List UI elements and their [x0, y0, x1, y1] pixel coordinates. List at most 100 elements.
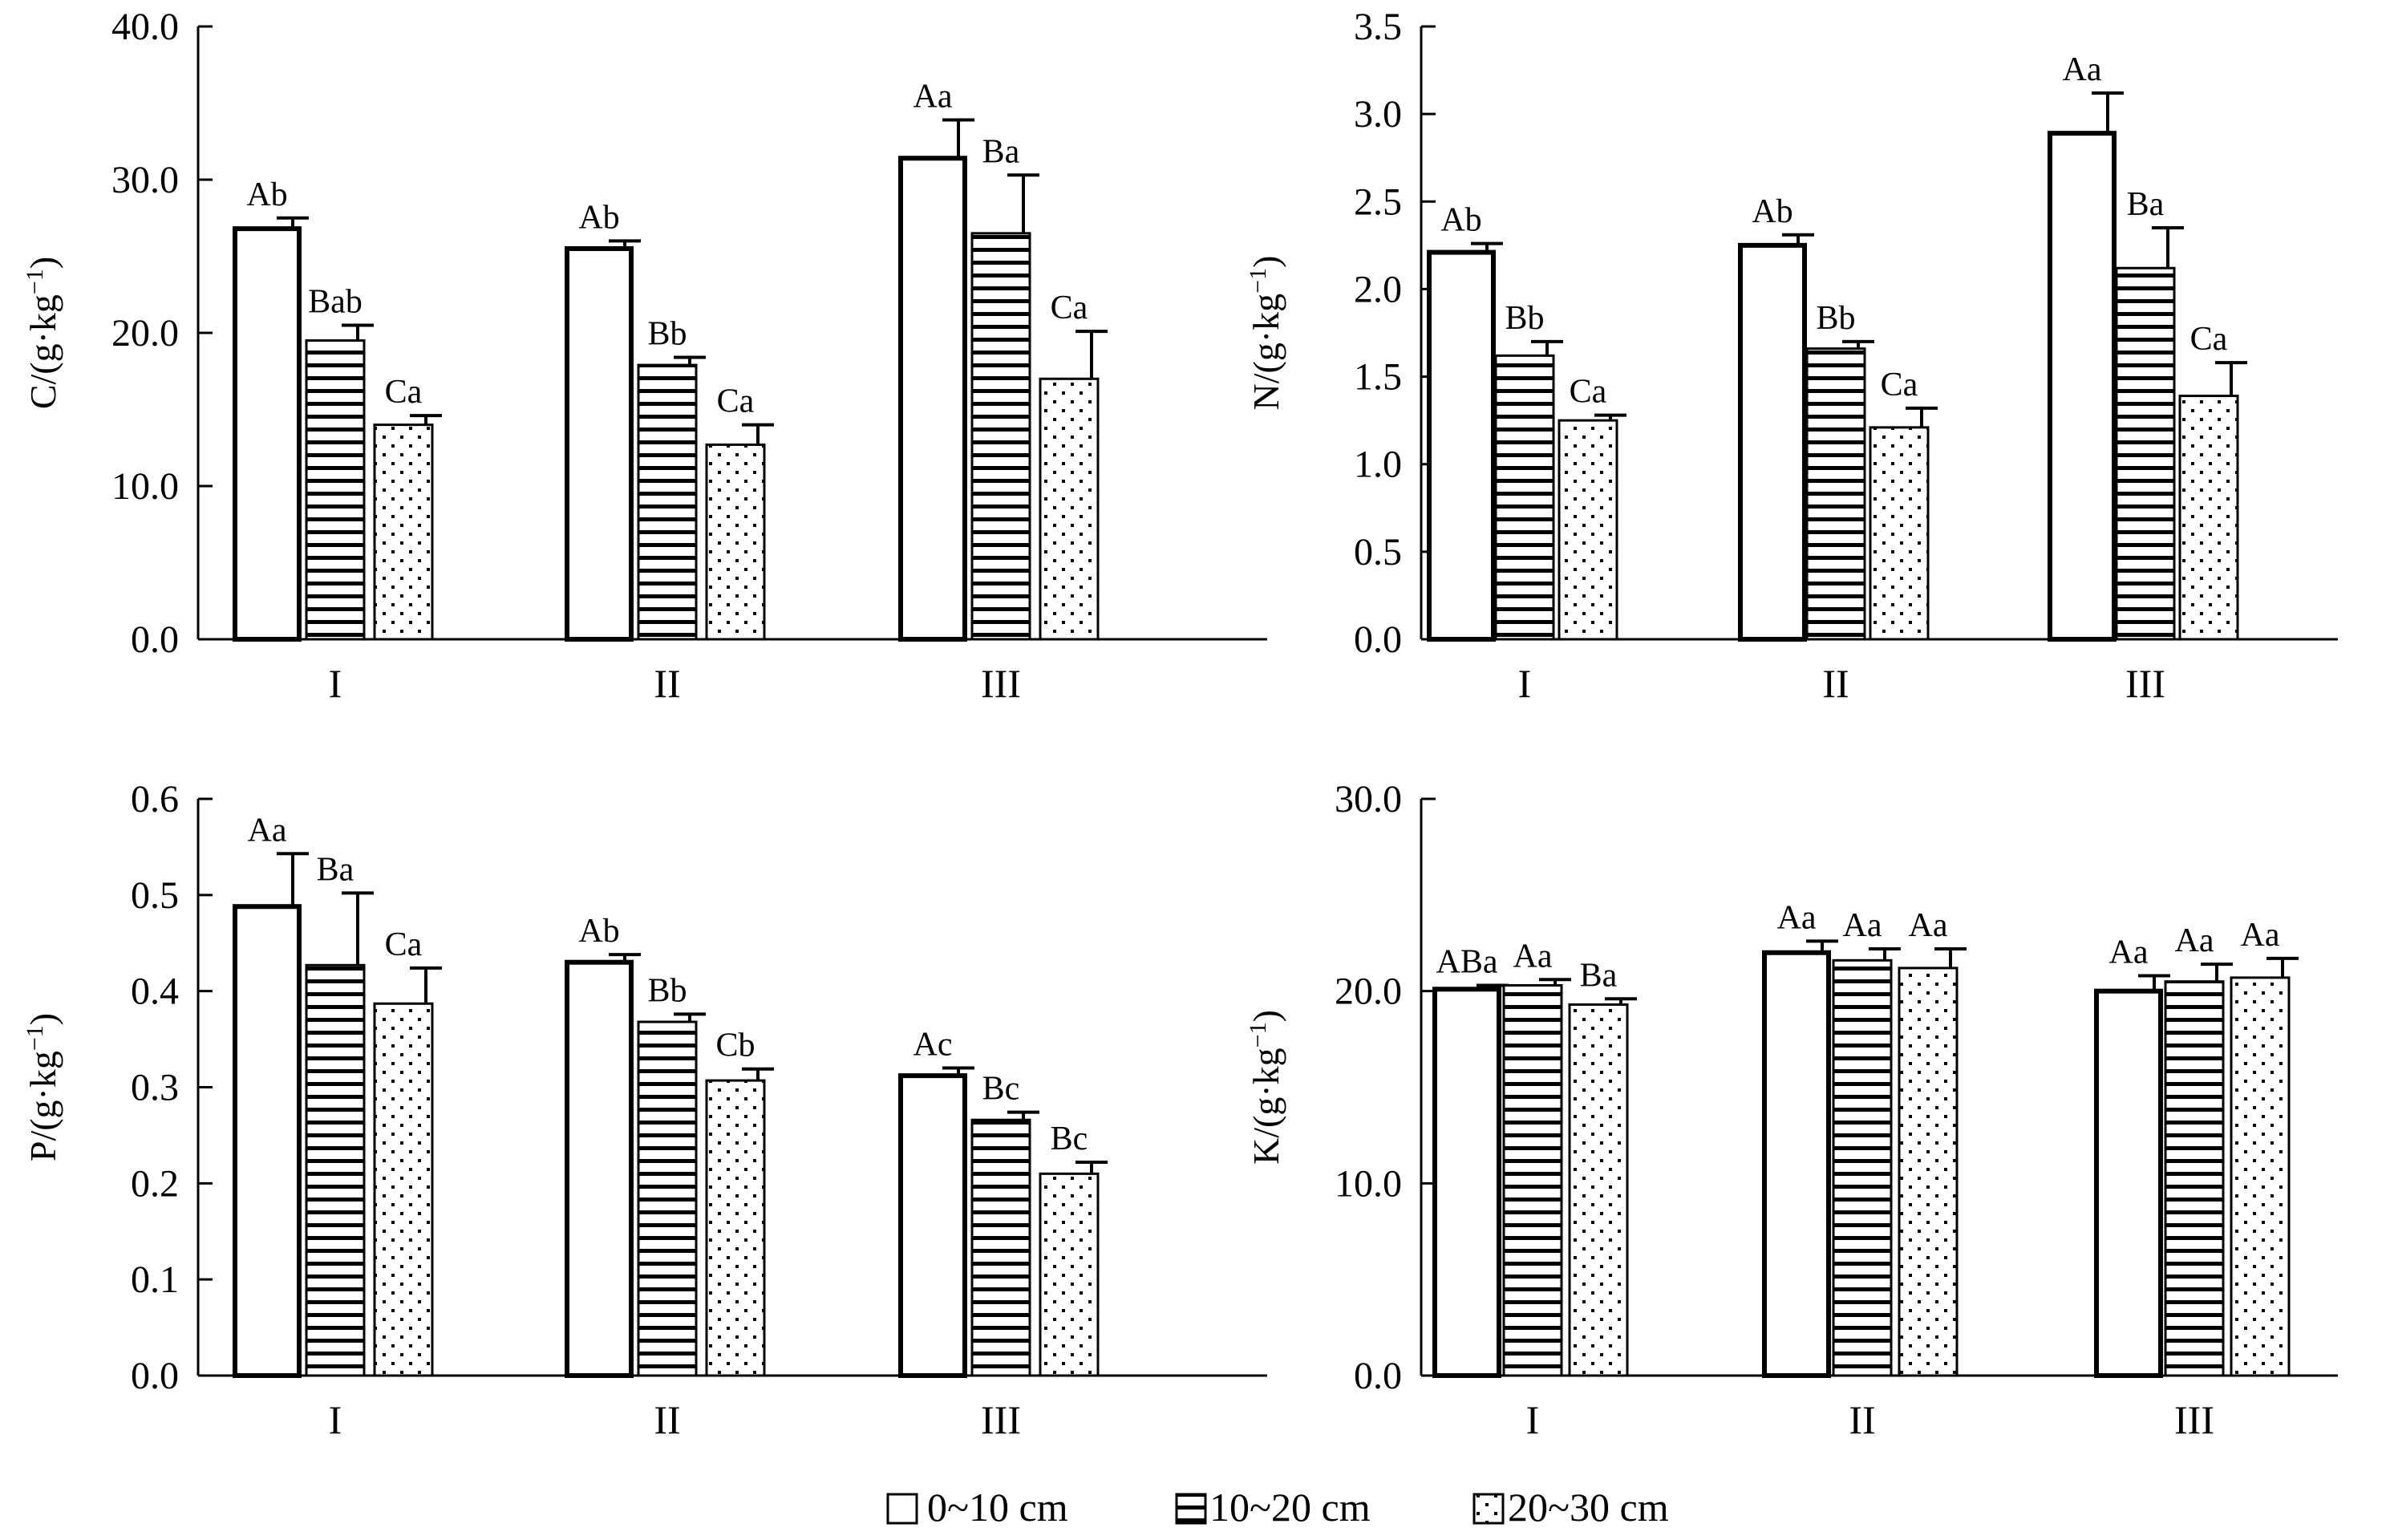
bar-10-20cm [1805, 347, 1866, 641]
bar-20-30cm [1039, 1172, 1100, 1377]
bar-10-20cm [2164, 980, 2225, 1377]
x-category-label: III [2174, 1397, 2214, 1442]
x-category-label: I [329, 1397, 342, 1442]
bar-10-20cm [1502, 983, 1563, 1377]
bar-significance-label: Aa [2175, 922, 2214, 959]
bar-significance-label: Bc [1051, 1121, 1088, 1157]
bar-significance-label: Bb [1816, 300, 1855, 337]
y-tick-label: 30.0 [111, 159, 179, 201]
chart-panel-potassium: 0.0 10.0 20.0 30.0 K/(g·kg−1) I ABa Aa Ba II Aa Aa A… [1245, 778, 2338, 1442]
bar-10-20cm [1832, 958, 1893, 1377]
x-category-label: II [654, 1397, 680, 1442]
y-tick-label: 0.5 [131, 874, 179, 917]
y-tick-label: 3.5 [1354, 6, 1402, 48]
legend-swatch-0-10cm [886, 1493, 918, 1525]
bar-significance-label: Ab [578, 913, 619, 950]
bar-0-10cm [2048, 131, 2117, 642]
x-category-label: I [1526, 1397, 1540, 1442]
bar-20-30cm [1568, 1003, 1629, 1377]
y-tick-label: 0.1 [131, 1258, 179, 1301]
bar-20-30cm [373, 424, 434, 641]
bar-20-30cm [705, 1079, 766, 1377]
bar-10-20cm [305, 339, 366, 641]
bar-0-10cm [565, 959, 634, 1378]
bar-0-10cm [1762, 950, 1831, 1378]
bar-significance-label: Ba [1580, 957, 1618, 994]
bar-0-10cm [233, 904, 302, 1379]
bar-10-20cm [1494, 354, 1555, 641]
bar-20-30cm [705, 443, 766, 641]
bar-significance-label: Ba [2127, 186, 2165, 223]
bar-significance-label: Bb [1505, 300, 1544, 337]
bar-significance-label: Ac [913, 1027, 953, 1064]
bar-significance-label: Aa [1513, 938, 1553, 975]
bar-significance-label: Aa [913, 79, 953, 116]
chart-panel-nitrogen: 0.0 0.5 1.0 1.5 2.0 2.5 3.0 3.5 N/(g·kg−1) I Ab Bb C… [1245, 6, 2338, 706]
bar-significance-label: Aa [2063, 51, 2102, 88]
bar-significance-label: Bc [982, 1071, 1020, 1108]
y-tick-label: 0.2 [131, 1162, 179, 1205]
legend-swatch-10-20cm [1175, 1493, 1207, 1525]
y-tick-label: 30.0 [1335, 778, 1402, 821]
bar-10-20cm [2115, 266, 2176, 641]
chart-panel-phosphorus: 0.0 0.1 0.2 0.3 0.4 0.5 0.6 P/(g·kg−1) I Aa Ba Ca II… [22, 778, 1267, 1442]
bar-10-20cm [637, 1020, 698, 1377]
x-category-label: I [329, 661, 342, 706]
y-tick-label: 0.3 [131, 1067, 179, 1109]
y-axis-title: P/(g·kg−1) [22, 1013, 64, 1161]
x-category-label: III [981, 661, 1021, 706]
y-tick-label: 10.0 [111, 465, 179, 508]
y-tick-label: 0.0 [131, 1355, 179, 1397]
bar-significance-label: Ca [1881, 367, 1918, 403]
bar-significance-label: Aa [2109, 934, 2149, 971]
y-tick-label: 10.0 [1335, 1162, 1402, 1205]
bar-0-10cm [2094, 988, 2163, 1378]
bar-20-30cm [1039, 377, 1100, 641]
bar-10-20cm [637, 363, 698, 641]
y-tick-label: 1.0 [1354, 444, 1402, 486]
y-tick-label: 0.6 [131, 778, 179, 821]
x-category-label: III [2125, 661, 2165, 706]
y-tick-label: 0.0 [1354, 618, 1402, 661]
bar-significance-label: Aa [1777, 899, 1817, 936]
bar-significance-label: Ba [317, 851, 354, 888]
bar-significance-label: Ab [1440, 202, 1481, 239]
x-category-label: II [1822, 661, 1849, 706]
bar-0-10cm [898, 1073, 967, 1378]
y-axis-title: K/(g·kg−1) [1245, 1010, 1287, 1165]
y-tick-label: 20.0 [1335, 971, 1402, 1013]
y-axis-title: C/(g·kg−1) [22, 257, 64, 409]
y-tick-label: 2.0 [1354, 268, 1402, 310]
bar-significance-label: Aa [1909, 907, 1948, 944]
bar-significance-label: Ab [578, 199, 619, 236]
legend-label-20-30cm: 20~30 cm [1508, 1485, 1669, 1530]
bar-20-30cm [2178, 395, 2239, 641]
bar-significance-label: Ca [385, 374, 423, 411]
y-tick-label: 40.0 [111, 6, 179, 48]
bar-20-30cm [1869, 426, 1930, 641]
y-tick-label: 0.0 [1354, 1355, 1402, 1397]
x-category-label: II [1849, 1397, 1875, 1442]
y-tick-label: 3.0 [1354, 93, 1402, 136]
bar-10-20cm [970, 1118, 1031, 1377]
x-category-label: II [654, 661, 680, 706]
x-category-label: III [981, 1397, 1021, 1442]
bar-0-10cm [1432, 987, 1501, 1379]
bar-significance-label: Bb [647, 316, 687, 353]
bar-0-10cm [565, 245, 634, 642]
bar-0-10cm [898, 156, 967, 642]
bar-significance-label: ABa [1436, 943, 1498, 980]
bar-20-30cm [2230, 976, 2291, 1377]
legend-swatch-20-30cm [1472, 1493, 1505, 1525]
x-category-label: I [1518, 661, 1532, 706]
bar-significance-label: Ca [717, 383, 755, 420]
y-tick-label: 2.5 [1354, 180, 1402, 223]
bar-significance-label: Aa [248, 812, 287, 849]
legend-label-0-10cm: 0~10 cm [927, 1485, 1068, 1530]
y-axis-title: N/(g·kg−1) [1245, 256, 1287, 411]
bar-0-10cm [1738, 242, 1807, 642]
bar-20-30cm [1898, 967, 1959, 1377]
legend-label-10-20cm: 10~20 cm [1209, 1485, 1371, 1530]
bar-significance-label: Aa [1843, 907, 1882, 944]
